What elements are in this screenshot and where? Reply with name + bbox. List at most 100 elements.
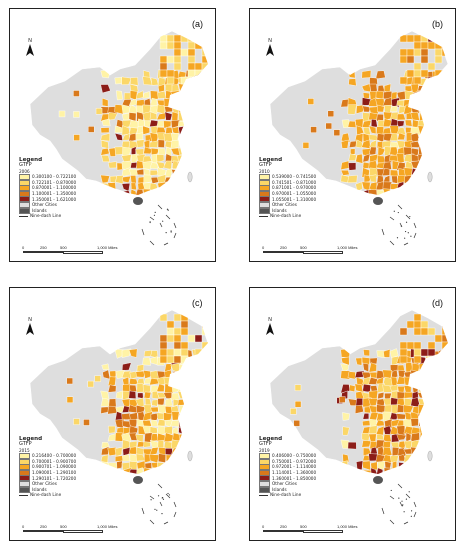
city-region — [191, 106, 201, 115]
city-region — [441, 320, 448, 329]
city-region — [382, 440, 391, 449]
island-dot — [407, 232, 409, 234]
island-dot — [404, 237, 406, 239]
city-region — [173, 55, 182, 64]
city-region — [441, 41, 448, 50]
legend-swatch — [259, 185, 270, 192]
city-region — [396, 376, 406, 385]
city-region — [348, 189, 357, 195]
legend-class: 0.741501 - 0.871000 — [272, 179, 317, 185]
panel-label: (a) — [192, 19, 203, 29]
city-region — [389, 455, 399, 463]
city-region — [425, 355, 435, 364]
city-region — [184, 377, 195, 386]
city-region — [166, 320, 175, 329]
city-region — [431, 188, 442, 195]
city-region — [198, 146, 208, 157]
map-panel-d: (d) N Legend GTFP 2019 0.406000 - 0.7500… — [249, 287, 456, 541]
city-region — [201, 320, 208, 329]
city-region — [128, 348, 138, 358]
city-region — [439, 376, 447, 387]
city-region — [130, 175, 137, 185]
city-region — [177, 161, 188, 171]
city-region — [199, 362, 207, 371]
city-region — [121, 348, 132, 358]
city-region — [163, 189, 173, 195]
city-region — [157, 84, 165, 93]
city-region — [348, 78, 357, 87]
city-region — [368, 362, 377, 373]
city-region — [191, 118, 200, 129]
city-region — [431, 139, 441, 148]
city-region — [342, 426, 350, 436]
city-region — [439, 119, 448, 128]
legend-swatch — [19, 207, 30, 214]
city-region — [191, 84, 201, 93]
city-region — [100, 139, 109, 149]
map-legend: Legend GTFP 2006 0.300100 - 0.722100 0.7… — [19, 157, 76, 219]
city-region — [431, 99, 442, 107]
city-region — [193, 126, 202, 136]
city-region — [342, 412, 350, 421]
city-region — [370, 446, 378, 456]
city-region — [432, 153, 441, 163]
map-legend: Legend GTFP 2019 0.406000 - 0.750000 0.7… — [259, 436, 316, 498]
city-region — [177, 468, 188, 474]
city-region — [440, 413, 447, 420]
city-region — [136, 467, 145, 474]
city-region — [114, 146, 124, 156]
city-region — [187, 69, 196, 78]
legend-other: Other Cities — [272, 202, 297, 208]
nine-dash-segment — [399, 501, 403, 507]
city-region — [180, 341, 189, 350]
city-region — [73, 418, 80, 425]
legend-other: Other Cities — [32, 481, 57, 487]
city-region — [413, 62, 422, 71]
legend-swatch — [19, 173, 30, 180]
city-region — [439, 140, 448, 150]
legend-swatch — [259, 207, 270, 214]
city-region — [405, 432, 412, 443]
legend-other: Other Cities — [32, 202, 57, 208]
city-region — [426, 440, 435, 449]
city-region — [199, 467, 208, 474]
city-region — [375, 467, 384, 474]
city-region — [439, 432, 448, 442]
legend-swatch — [19, 458, 30, 465]
city-region — [94, 375, 101, 382]
city-region — [191, 181, 201, 192]
island-dot — [161, 497, 163, 499]
legend-class: 1.114001 - 1.360000 — [272, 469, 317, 475]
legend-nine-dash: Nine-dash Line — [30, 213, 62, 219]
city-region — [425, 126, 435, 136]
map-panel-a: (a) N Legend GTFP 2006 0.300100 - 0.7221… — [9, 8, 216, 262]
city-region — [73, 111, 80, 118]
scale-bar: 0 250 500 1,000 Miles — [22, 245, 117, 255]
legend-subtitle: GTFP — [19, 441, 32, 447]
city-region — [411, 455, 420, 463]
city-region — [178, 364, 188, 372]
city-region — [427, 140, 435, 150]
city-region — [201, 76, 208, 85]
city-region — [342, 453, 350, 463]
nine-dash-segment — [173, 501, 177, 508]
city-region — [184, 146, 195, 157]
city-region — [156, 112, 167, 121]
city-region — [178, 111, 188, 122]
city-region — [418, 181, 428, 191]
city-region — [438, 420, 447, 429]
city-region — [171, 453, 181, 464]
city-region — [355, 153, 363, 164]
city-region — [130, 77, 139, 86]
legend-islands: Islands — [272, 207, 287, 213]
city-region — [438, 383, 448, 394]
legend-line — [259, 494, 268, 496]
city-region — [440, 127, 448, 135]
city-region — [108, 111, 118, 121]
city-region — [340, 363, 349, 372]
scale-bar: 0 250 500 1,000 Miles — [262, 524, 357, 534]
legend-swatch — [259, 196, 270, 203]
city-region — [432, 390, 441, 400]
city-region — [107, 161, 117, 169]
city-region — [108, 189, 116, 195]
